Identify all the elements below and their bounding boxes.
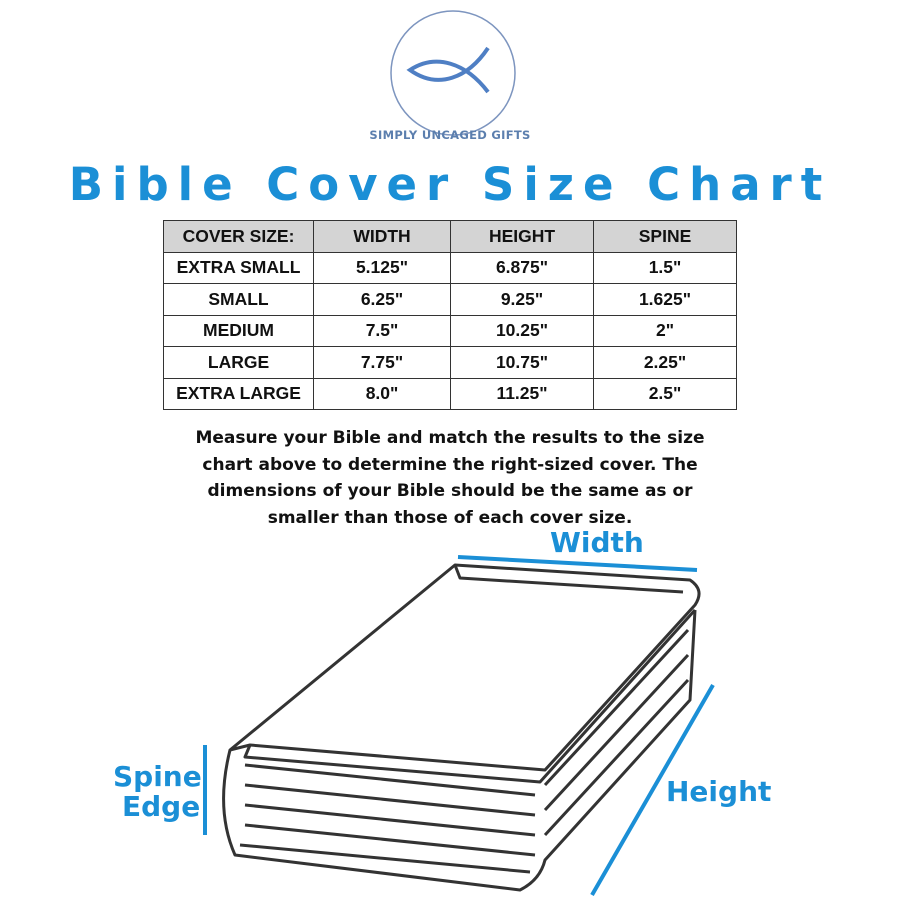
- header-width: WIDTH: [313, 220, 451, 253]
- book-cover: [228, 563, 701, 772]
- width-label: Width: [550, 526, 644, 559]
- header-height: HEIGHT: [450, 220, 594, 253]
- measure-instructions: Measure your Bible and match the results…: [195, 428, 705, 528]
- cell: MEDIUM: [163, 314, 314, 347]
- cell: 9.25": [450, 283, 594, 316]
- width-measure-line: [457, 555, 698, 572]
- cell: 10.75": [450, 346, 594, 379]
- cell: 2.5": [593, 377, 737, 410]
- cell: SMALL: [163, 283, 314, 316]
- cell: 2.25": [593, 346, 737, 379]
- cell: LARGE: [163, 346, 314, 379]
- cell: 1.625": [593, 283, 737, 316]
- book-diagram: Width Height Spine Edge: [0, 520, 900, 900]
- table-row: LARGE 7.75" 10.75" 2.25": [163, 346, 737, 379]
- edge-label: Edge: [122, 790, 201, 823]
- cell: 8.0": [313, 377, 451, 410]
- cell: 7.5": [313, 314, 451, 347]
- table-row: SMALL 6.25" 9.25" 1.625": [163, 283, 737, 316]
- table-row: MEDIUM 7.5" 10.25" 2": [163, 314, 737, 347]
- table-row: EXTRA SMALL 5.125" 6.875" 1.5": [163, 251, 737, 284]
- cell: 11.25": [450, 377, 594, 410]
- cell: 1.5": [593, 251, 737, 284]
- cell: 5.125": [313, 251, 451, 284]
- brand-name: SIMPLY UNCAGED GIFTS: [369, 128, 531, 142]
- book-pages: [222, 609, 697, 892]
- cell: 6.875": [450, 251, 594, 284]
- height-measure-line: [590, 684, 715, 896]
- spine-label: Spine: [113, 760, 202, 793]
- height-label: Height: [666, 775, 772, 808]
- size-chart-table: COVER SIZE: WIDTH HEIGHT SPINE EXTRA SMA…: [163, 220, 737, 410]
- logo-ichthys-fish-icon: [390, 10, 516, 136]
- header-cover-size: COVER SIZE:: [163, 220, 314, 253]
- table-row: EXTRA LARGE 8.0" 11.25" 2.5": [163, 377, 737, 410]
- cell: EXTRA LARGE: [163, 377, 314, 410]
- cell: 6.25": [313, 283, 451, 316]
- header-spine: SPINE: [593, 220, 737, 253]
- cell: 7.75": [313, 346, 451, 379]
- book-illustration: [203, 555, 715, 896]
- table-header-row: COVER SIZE: WIDTH HEIGHT SPINE: [163, 220, 737, 253]
- cell: EXTRA SMALL: [163, 251, 314, 284]
- cell: 10.25": [450, 314, 594, 347]
- cell: 2": [593, 314, 737, 347]
- page-title: Bible Cover Size Chart: [68, 158, 832, 211]
